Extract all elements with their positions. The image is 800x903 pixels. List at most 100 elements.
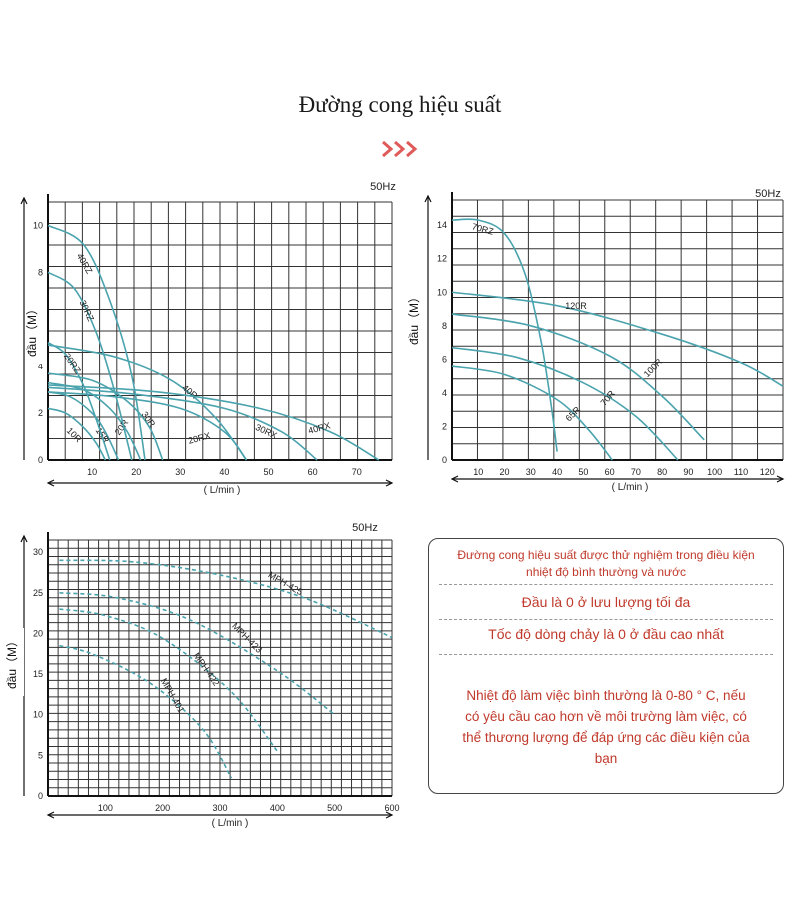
divider [439, 654, 773, 655]
notes-box: Đường cong hiệu suất được thử nghiệm tro… [428, 538, 784, 794]
chart1-series-30RX [47, 386, 318, 461]
chart1-x-tick-label: 20 [131, 467, 141, 477]
chart1-arrow-left-icon [46, 479, 55, 487]
chart3-y-tick-label: 5 [38, 750, 43, 760]
chart3-x-tick-label: 100 [98, 803, 113, 813]
chart3-x-axis-label: ( L/min ) [212, 818, 249, 829]
divider [439, 584, 773, 585]
chart1-x-tick-label: 10 [87, 467, 97, 477]
chart1-y-tick-label: 10 [33, 220, 43, 230]
chart1-x-axis-label: ( L/min ) [204, 485, 241, 496]
chart3-frequency-label: 50Hz [352, 522, 378, 534]
chart2-series-100R [451, 313, 705, 441]
chart3-series-label: MPH-423 [230, 621, 264, 655]
chart2-x-tick-label: 60 [605, 467, 615, 477]
chart1-series-40R [47, 344, 248, 461]
chart1-series-label: 30RZ [78, 299, 97, 324]
chart2-x-tick-label: 120 [760, 467, 775, 477]
chart1-series-30RZ [47, 271, 133, 461]
chart1-arrow-right-icon [385, 479, 394, 487]
chart2-x-tick-label: 40 [552, 467, 562, 477]
chart2-x-tick-label: 110 [734, 467, 748, 477]
chart2-frequency-label: 50Hz [755, 188, 781, 200]
chart1-y-axis-label-bg [28, 296, 44, 364]
chart3-series-MPH-423 [59, 592, 336, 716]
chart2-x-tick-label: 70 [631, 467, 641, 477]
chart2-y-tick-label: 0 [442, 455, 447, 465]
chart3-x-tick-label: 600 [384, 803, 399, 813]
chart1-series-20RX [47, 391, 248, 461]
chart1-series-label: 40RZ [75, 251, 95, 275]
chart2-x-axis-label: ( L/min ) [612, 482, 649, 493]
chart3-y-tick-label: 10 [33, 710, 43, 720]
chart2-x-tick-label: 90 [683, 467, 693, 477]
chart1-series-40RZ [47, 224, 146, 461]
chart3-y-tick-label: 30 [33, 547, 43, 557]
note-head-zero: Đầu là 0 ở lưu lượng tối đa [521, 594, 691, 610]
chart1-arrow-up-icon [20, 196, 28, 205]
chart3-series-MPH-425 [59, 559, 393, 639]
chart2-x-tick-label: 80 [657, 467, 667, 477]
chart3-y-axis-label: đầu（M） [5, 635, 19, 689]
chart2-y-tick-label: 12 [437, 254, 447, 264]
chart1-series-label: 40RX [307, 420, 331, 435]
divider [439, 619, 773, 620]
note-temperature: Nhiệt độ làm việc bình thường là 0-80 ° … [462, 688, 750, 766]
chart2-arrow-up-icon [424, 194, 432, 203]
chart1-series-label: 30R [140, 410, 158, 430]
chart1-x-tick-label: 30 [175, 467, 185, 477]
chart2-series-label: 100R [642, 356, 665, 379]
chart2-x-tick-label: 50 [578, 467, 588, 477]
chart2-series-70R [451, 346, 679, 461]
chart3-x-tick-label: 300 [212, 803, 227, 813]
note-flow-zero: Tốc độ dòng chảy là 0 ở đầu cao nhất [488, 626, 724, 642]
chart1-x-tick-label: 50 [264, 467, 274, 477]
chart1-x-tick-label: 70 [352, 467, 362, 477]
page-title: Đường cong hiệu suất [298, 92, 502, 117]
chart3-y-tick-label: 0 [38, 791, 43, 801]
chart1-y-axis-label: đầu（M） [25, 303, 39, 357]
chart3-arrow-right-icon [385, 811, 394, 819]
chart3-y-tick-label: 25 [33, 588, 43, 598]
chart2-y-tick-label: 2 [442, 421, 447, 431]
chart1-series-label: 40R [180, 383, 199, 402]
chart2-series-label: 70R [599, 388, 618, 407]
chart2-series-label: 120R [565, 301, 587, 311]
chart2-x-tick-label: 20 [500, 467, 510, 477]
chart2-y-tick-label: 6 [442, 354, 447, 364]
chart3-series-label: MPH-401 [159, 677, 187, 715]
chart2-x-tick-label: 30 [526, 467, 536, 477]
chart3-arrow-up-icon [20, 534, 28, 543]
chart3-series-label: MPH-425 [267, 570, 305, 598]
chart3-x-tick-label: 500 [327, 803, 342, 813]
chart1-series-20RZ [47, 342, 111, 461]
chart2-x-tick-label: 10 [473, 467, 483, 477]
chart1-y-tick-label: 2 [38, 408, 43, 418]
chart1-series-label: 30RX [254, 422, 279, 441]
chart1-y-tick-label: 8 [38, 267, 43, 277]
chart3-y-tick-label: 20 [33, 628, 43, 638]
chart2-y-tick-label: 4 [442, 388, 447, 398]
chart2-arrow-right-icon [776, 475, 785, 483]
triple-chevron-right-icon [382, 140, 418, 158]
chart1-series-label: 20RX [187, 430, 211, 445]
chart1-y-tick-label: 0 [38, 455, 43, 465]
chart2-x-tick-label: 100 [707, 467, 722, 477]
chart2-series-65R [451, 365, 613, 461]
chart3-arrow-left-icon [46, 811, 55, 819]
chart3-series-MPH-401 [59, 644, 233, 779]
chart3-series-label: MPH-422 [191, 651, 221, 688]
chart1-series-40RX [47, 384, 380, 461]
chart1-frequency-label: 50Hz [370, 181, 396, 193]
chart2-y-tick-label: 14 [437, 220, 447, 230]
chart2-series-120R [451, 291, 784, 387]
chart2-series-70RZ [451, 218, 558, 452]
chart2-y-axis-label: đầu（M） [407, 291, 421, 345]
chart2-y-tick-label: 8 [442, 321, 447, 331]
chart1-x-tick-label: 40 [219, 467, 229, 477]
chart3-y-tick-label: 15 [33, 669, 43, 679]
chart1-series-15R [47, 391, 120, 461]
chart3-y-axis-label-bg [8, 628, 24, 696]
chart1-y-tick-label: 4 [38, 361, 43, 371]
